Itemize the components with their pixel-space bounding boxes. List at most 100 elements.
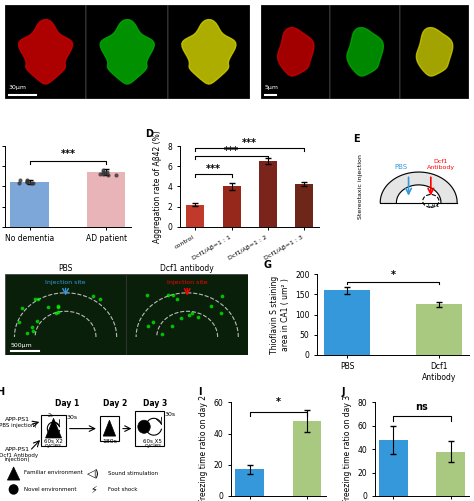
Text: (PBS injection): (PBS injection) — [0, 423, 37, 428]
Bar — [330, 5, 400, 99]
FancyBboxPatch shape — [135, 411, 164, 446]
Point — [45, 303, 52, 311]
Point — [159, 330, 166, 338]
Text: ***: *** — [242, 138, 257, 148]
Point — [23, 178, 31, 186]
Point — [90, 292, 97, 300]
Polygon shape — [46, 418, 62, 438]
Text: 60s X2: 60s X2 — [44, 439, 63, 444]
Point — [149, 318, 156, 326]
Bar — [379, 440, 408, 496]
Point — [16, 319, 23, 327]
Point — [33, 317, 40, 325]
Bar — [86, 5, 168, 99]
Y-axis label: Thioflavin S staining
area in CA1 ( um² ): Thioflavin S staining area in CA1 ( um² … — [270, 276, 290, 354]
Text: (Dcf1 Antibody: (Dcf1 Antibody — [0, 453, 38, 458]
Text: 2s: 2s — [47, 413, 53, 418]
Point — [144, 322, 151, 330]
Polygon shape — [8, 467, 20, 480]
Bar — [223, 186, 241, 226]
Bar — [236, 469, 264, 496]
Text: 5μm: 5μm — [264, 85, 279, 90]
Point — [99, 168, 107, 176]
Text: *: * — [276, 397, 281, 407]
Text: H: H — [0, 387, 4, 397]
Point — [168, 322, 176, 330]
Text: cycles: cycles — [45, 443, 62, 448]
Point — [35, 295, 42, 303]
Bar — [259, 161, 277, 226]
Bar — [127, 275, 248, 355]
Circle shape — [9, 484, 18, 494]
Text: ***: *** — [224, 146, 239, 156]
Text: J: J — [341, 387, 345, 397]
Polygon shape — [380, 172, 457, 202]
Point — [28, 323, 36, 331]
Text: 30s: 30s — [164, 411, 175, 416]
Text: ns: ns — [416, 402, 428, 412]
Point — [164, 292, 172, 300]
Text: ***: *** — [61, 149, 75, 159]
Point — [17, 176, 24, 184]
Polygon shape — [416, 28, 453, 76]
Bar — [400, 5, 469, 99]
Polygon shape — [100, 20, 155, 84]
Point — [52, 309, 60, 317]
Point — [18, 304, 26, 312]
Point — [23, 176, 31, 184]
Text: 30μm: 30μm — [9, 85, 27, 90]
Text: E: E — [353, 134, 360, 144]
Point — [177, 315, 184, 323]
Text: *: * — [391, 271, 396, 281]
Polygon shape — [18, 20, 73, 84]
Point — [16, 179, 23, 187]
Y-axis label: Freezing time ratio on day 3: Freezing time ratio on day 3 — [343, 395, 352, 501]
Point — [27, 179, 35, 187]
Text: ***: *** — [206, 164, 221, 174]
Text: PBS: PBS — [58, 264, 73, 273]
Y-axis label: Aggregation rate of Aβ42 (%): Aggregation rate of Aβ42 (%) — [153, 130, 162, 243]
Text: Day 3: Day 3 — [144, 399, 168, 408]
Point — [23, 177, 31, 185]
Text: 60s X5: 60s X5 — [144, 439, 163, 444]
Point — [104, 170, 112, 178]
Text: Novel environment: Novel environment — [24, 487, 77, 492]
Text: APP-PS1: APP-PS1 — [5, 447, 30, 452]
Text: Day 2: Day 2 — [103, 399, 127, 408]
Point — [103, 168, 110, 176]
Point — [100, 170, 107, 178]
Bar — [5, 275, 127, 355]
Point — [218, 292, 226, 300]
Text: 180s: 180s — [102, 439, 117, 444]
Text: Injection site: Injection site — [167, 280, 208, 285]
Point — [23, 177, 30, 185]
Point — [55, 303, 62, 311]
Point — [185, 311, 193, 319]
Bar — [168, 5, 250, 99]
Text: Injection site: Injection site — [46, 280, 86, 285]
Bar — [186, 204, 204, 226]
Point — [208, 302, 215, 310]
Polygon shape — [103, 420, 116, 436]
Bar — [293, 421, 321, 496]
Point — [54, 308, 62, 316]
Circle shape — [138, 420, 150, 433]
Point — [99, 166, 107, 174]
Point — [101, 169, 109, 177]
Text: PBS: PBS — [394, 164, 407, 170]
Bar — [87, 172, 126, 226]
Point — [29, 179, 36, 187]
Point — [173, 295, 181, 303]
Point — [143, 291, 151, 299]
Point — [112, 171, 120, 179]
Bar — [10, 182, 49, 226]
Text: I: I — [198, 387, 201, 397]
Text: ⚡: ⚡ — [90, 484, 97, 494]
Polygon shape — [182, 20, 236, 84]
FancyBboxPatch shape — [41, 414, 66, 446]
Polygon shape — [347, 28, 383, 76]
Polygon shape — [278, 28, 314, 76]
Text: CA1: CA1 — [428, 203, 440, 208]
Point — [169, 291, 177, 299]
Point — [97, 295, 104, 303]
